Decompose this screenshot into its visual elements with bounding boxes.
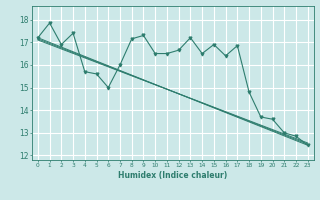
X-axis label: Humidex (Indice chaleur): Humidex (Indice chaleur) <box>118 171 228 180</box>
